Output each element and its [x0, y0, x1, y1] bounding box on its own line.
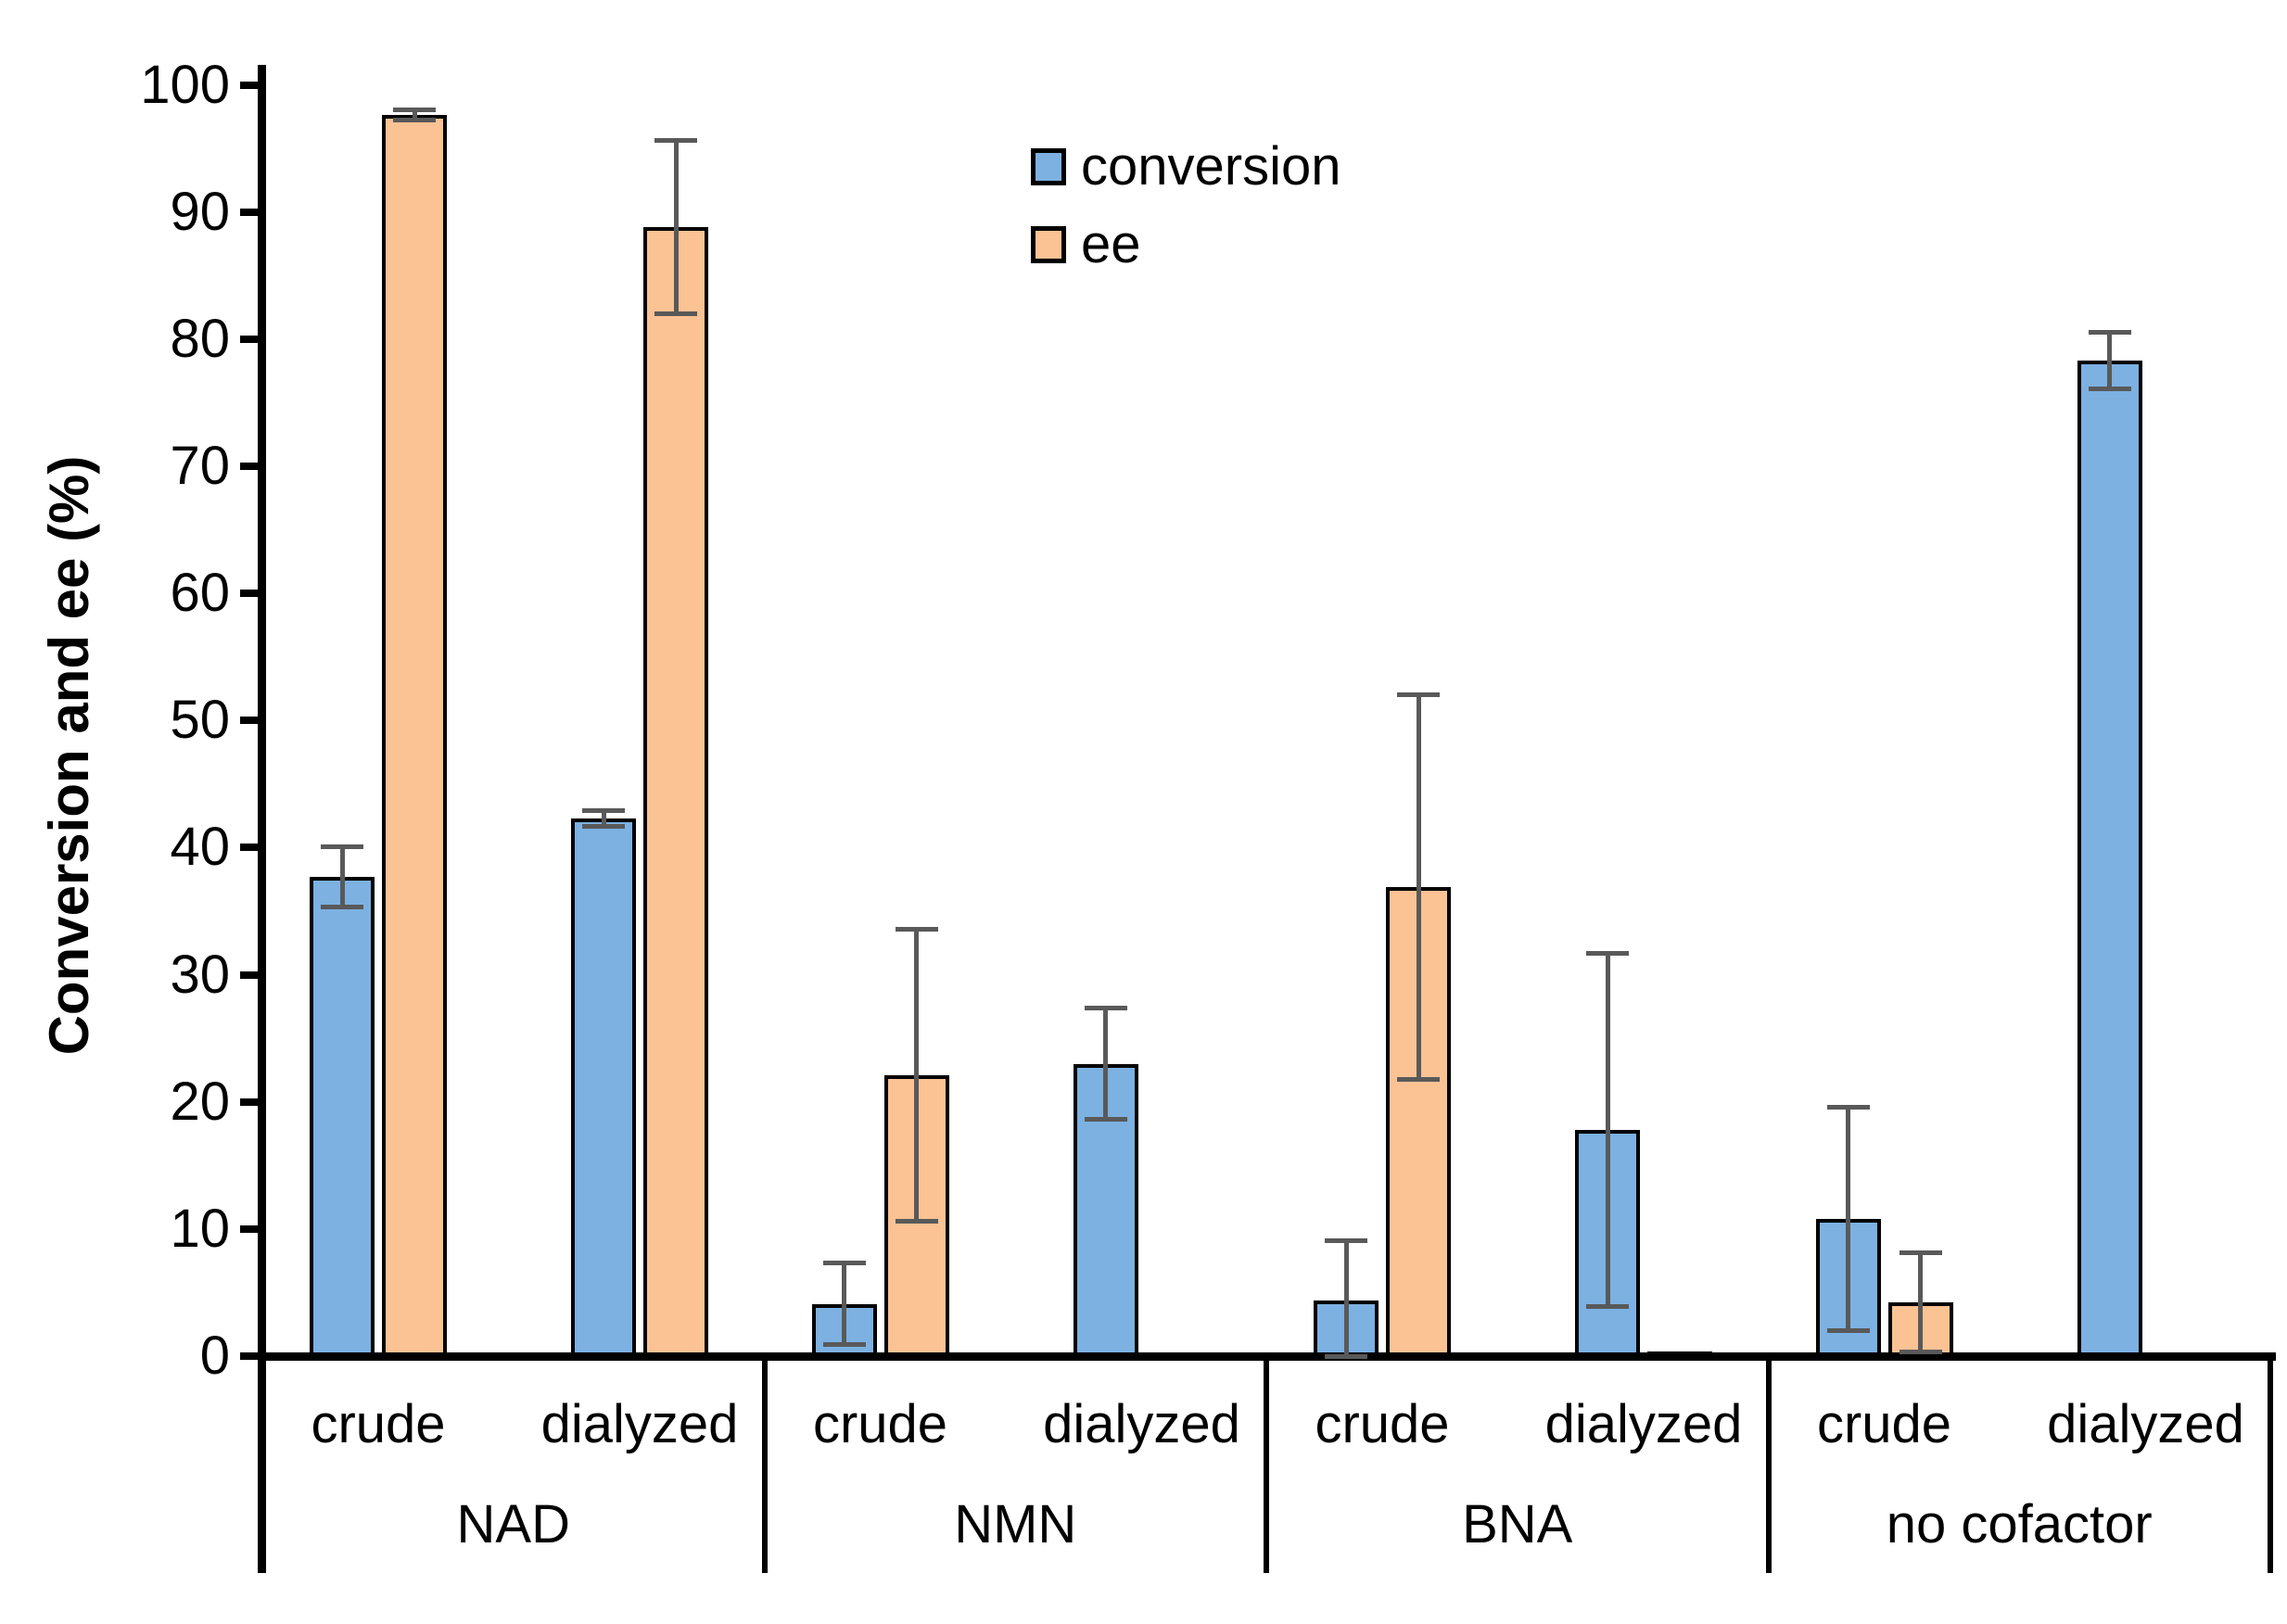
group-separator — [1264, 1360, 1269, 1573]
error-bar-line-conversion-bna-crude — [1343, 1240, 1349, 1356]
y-axis-tick — [240, 590, 262, 598]
y-axis-tick — [240, 81, 262, 89]
y-axis-tick-label: 60 — [170, 563, 230, 624]
y-axis-tick — [240, 971, 262, 979]
x-axis-condition-label-no-cofactor-crude: crude — [1816, 1394, 1952, 1454]
ee-swatch-icon — [1031, 226, 1066, 263]
y-axis-tick — [240, 1224, 262, 1233]
y-axis-tick-label: 20 — [170, 1071, 230, 1132]
error-bar-line-conversion-bna-dialyzed — [1605, 953, 1610, 1307]
error-bar-line-ee-bna-crude — [1416, 694, 1421, 1079]
y-axis-tick-label: 0 — [199, 1326, 230, 1386]
x-axis-condition-label-bna-crude: crude — [1315, 1394, 1450, 1454]
y-axis-line — [258, 65, 266, 1573]
error-bar-line-ee-no-cofactor-crude — [1918, 1252, 1923, 1352]
error-bar-cap-top-ee-no-cofactor-crude — [1899, 1250, 1942, 1256]
conversion-swatch-icon — [1031, 148, 1066, 185]
x-axis-baseline — [258, 1352, 2276, 1361]
y-axis-tick — [240, 208, 262, 216]
legend: conversion ee — [1031, 137, 1340, 293]
error-bar-line-conversion-no-cofactor-dialyzed — [2107, 332, 2112, 389]
error-bar-cap-bottom-conversion-no-cofactor-dialyzed — [2088, 386, 2131, 391]
x-axis-group-label-no-cofactor: no cofactor — [1886, 1494, 2153, 1554]
error-bar-cap-bottom-ee-nad-dialyzed — [654, 311, 697, 316]
error-bar-cap-top-conversion-no-cofactor-crude — [1826, 1104, 1870, 1110]
error-bar-cap-bottom-ee-bna-crude — [1397, 1076, 1440, 1082]
error-bar-line-ee-nad-crude — [412, 109, 417, 121]
error-bar-cap-bottom-conversion-nad-dialyzed — [582, 823, 625, 829]
bar-ee-nad-crude — [382, 115, 447, 1356]
x-axis-group-label-nmn: NMN — [954, 1494, 1077, 1554]
error-bar-line-conversion-nad-dialyzed — [601, 810, 606, 827]
error-bar-cap-bottom-ee-nad-crude — [393, 118, 436, 123]
y-axis-tick-label: 100 — [140, 54, 230, 115]
group-separator — [1765, 1360, 1772, 1573]
y-axis-tick — [240, 462, 262, 470]
error-bar-cap-bottom-conversion-no-cofactor-crude — [1826, 1328, 1870, 1334]
bar-ee-bna-dialyzed — [1647, 1351, 1712, 1359]
y-axis-tick-label: 40 — [170, 817, 230, 878]
error-bar-cap-bottom-ee-nmn-crude — [895, 1219, 938, 1224]
error-bar-cap-top-ee-nad-dialyzed — [654, 138, 697, 144]
y-axis-tick-label: 10 — [170, 1198, 230, 1259]
bar-conversion-no-cofactor-dialyzed — [2077, 361, 2142, 1356]
group-separator — [761, 1360, 768, 1573]
y-axis-tick-label: 80 — [170, 308, 230, 369]
bar-ee-nmn-dialyzed — [1145, 1351, 1211, 1360]
y-axis-tick-label: 30 — [170, 944, 230, 1005]
bar-conversion-nad-crude — [310, 876, 375, 1356]
y-axis-tick — [240, 844, 262, 852]
error-bar-cap-top-conversion-nmn-crude — [822, 1261, 866, 1266]
legend-label-conversion: conversion — [1081, 136, 1341, 197]
error-bar-cap-bottom-conversion-bna-crude — [1325, 1353, 1367, 1359]
error-bar-line-conversion-nad-crude — [339, 846, 345, 907]
error-bar-cap-top-conversion-no-cofactor-dialyzed — [2088, 330, 2131, 336]
error-bar-line-conversion-nmn-crude — [842, 1262, 846, 1345]
error-bar-cap-top-conversion-nad-crude — [321, 844, 363, 849]
error-bar-cap-top-ee-nmn-crude — [895, 926, 938, 932]
y-axis-tick-label: 70 — [170, 435, 230, 496]
legend-label-ee: ee — [1081, 214, 1141, 274]
error-bar-cap-top-ee-nad-crude — [393, 108, 436, 113]
error-bar-cap-bottom-conversion-nmn-crude — [822, 1342, 866, 1348]
y-axis-tick — [240, 717, 262, 725]
y-axis-tick-label: 90 — [170, 181, 230, 242]
y-axis-tick — [240, 1352, 262, 1360]
error-bar-line-conversion-nmn-dialyzed — [1103, 1008, 1108, 1120]
x-axis-condition-label-nmn-dialyzed: dialyzed — [1043, 1394, 1240, 1454]
legend-entry-ee: ee — [1031, 215, 1340, 274]
x-axis-group-label-nad: NAD — [456, 1494, 570, 1554]
y-axis-tick — [240, 335, 262, 343]
x-axis-condition-label-nad-dialyzed: dialyzed — [540, 1394, 739, 1454]
error-bar-line-conversion-no-cofactor-crude — [1846, 1107, 1850, 1331]
bar-ee-nad-dialyzed — [643, 227, 708, 1356]
x-axis-condition-label-bna-dialyzed: dialyzed — [1544, 1394, 1743, 1454]
group-separator — [2268, 1360, 2273, 1573]
error-bar-cap-top-conversion-bna-crude — [1325, 1237, 1367, 1243]
error-bar-cap-bottom-ee-no-cofactor-crude — [1899, 1350, 1942, 1355]
error-bar-cap-top-conversion-nmn-dialyzed — [1084, 1005, 1127, 1010]
x-axis-condition-label-nad-crude: crude — [311, 1394, 446, 1454]
y-axis-tick-label: 50 — [170, 690, 230, 751]
error-bar-line-ee-nmn-crude — [914, 929, 919, 1222]
error-bar-cap-bottom-conversion-nad-crude — [321, 905, 363, 910]
error-bar-cap-bottom-conversion-nmn-dialyzed — [1084, 1117, 1127, 1123]
error-bar-cap-top-conversion-nad-dialyzed — [582, 808, 625, 814]
x-axis-condition-label-nmn-crude: crude — [812, 1394, 948, 1454]
y-axis-tick — [240, 1097, 262, 1106]
x-axis-group-label-bna: BNA — [1462, 1494, 1573, 1554]
legend-entry-conversion: conversion — [1031, 137, 1340, 197]
error-bar-cap-top-conversion-bna-dialyzed — [1586, 950, 1629, 956]
error-bar-line-ee-nad-dialyzed — [673, 140, 679, 314]
bar-conversion-nad-dialyzed — [571, 818, 636, 1356]
x-axis-condition-label-no-cofactor-dialyzed: dialyzed — [2047, 1394, 2244, 1454]
error-bar-cap-bottom-conversion-bna-dialyzed — [1586, 1304, 1629, 1309]
error-bar-cap-top-ee-bna-crude — [1397, 692, 1440, 698]
